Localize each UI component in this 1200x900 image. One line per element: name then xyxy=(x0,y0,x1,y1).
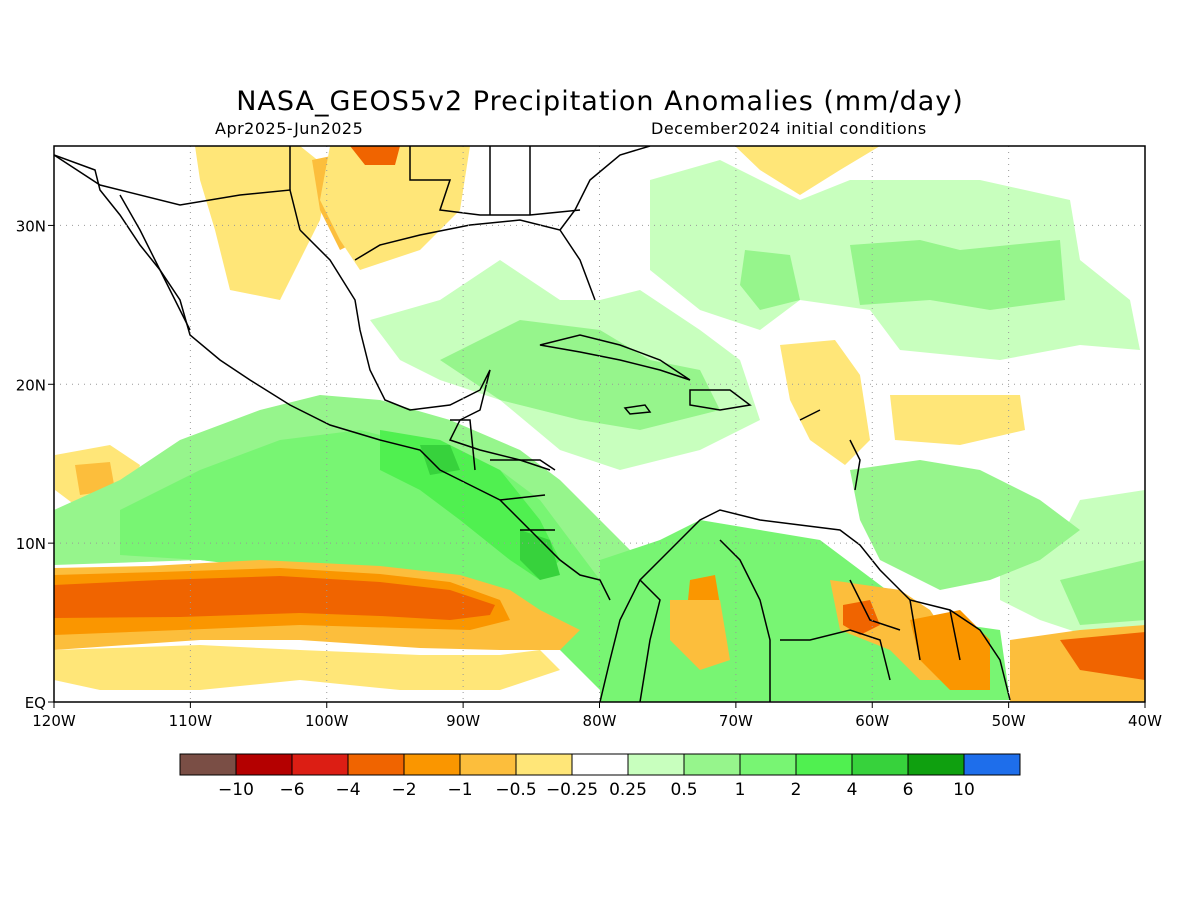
legend-label: −10 xyxy=(218,780,254,800)
precip-anomaly-field xyxy=(54,146,1145,702)
border-central-america xyxy=(450,419,556,531)
legend-label: −0.25 xyxy=(546,780,598,800)
legend-label: −4 xyxy=(335,780,360,800)
wet-region-caribbean-core xyxy=(440,320,720,430)
lon-tick-label: 90W xyxy=(446,712,480,730)
coastline-florida xyxy=(559,146,651,231)
legend-label: 2 xyxy=(791,780,802,800)
lat-tick-label: 30N xyxy=(16,217,46,235)
legend-label: 1 xyxy=(735,780,746,800)
dry-region-west-atlantic xyxy=(780,340,870,465)
dry-region-venezuela-pale xyxy=(670,600,730,670)
legend-swatch xyxy=(683,753,741,776)
forecast-period: Apr2025-Jun2025 xyxy=(215,119,364,138)
border-us-states xyxy=(289,146,581,216)
wet-region-honduras xyxy=(420,445,460,475)
legend-label: 0.5 xyxy=(670,780,697,800)
legend-swatch xyxy=(291,753,349,776)
lat-tick-label: 10N xyxy=(16,535,46,553)
dry-region-guyana-core xyxy=(843,600,880,635)
legend-swatch xyxy=(515,753,573,776)
dry-band-itcz-pale xyxy=(54,645,560,690)
legend-swatch xyxy=(347,753,405,776)
coastline-mexico-pacific xyxy=(54,154,611,601)
legend-swatch xyxy=(963,753,1021,776)
legend-swatch xyxy=(459,753,517,776)
legend-swatch xyxy=(851,753,909,776)
wet-region-east-atlantic-core xyxy=(1060,560,1145,625)
coastline-lesser-antilles xyxy=(799,409,861,491)
legend-swatch xyxy=(627,753,685,776)
figure-title: NASA_GEOS5v2 Precipitation Anomalies (mm… xyxy=(236,86,964,117)
lon-tick-label: 70W xyxy=(719,712,753,730)
legend-label: −2 xyxy=(391,780,416,800)
dry-region-gulf-north xyxy=(320,146,470,270)
dry-region-east-atlantic-core xyxy=(1060,632,1145,680)
legend-swatch xyxy=(907,753,965,776)
coastline-gulf-north xyxy=(354,219,596,301)
legend-label: −6 xyxy=(279,780,304,800)
wet-region-central-america-core xyxy=(380,430,560,580)
coastline-south-america xyxy=(599,509,1011,702)
legend-label: 10 xyxy=(953,780,975,800)
coastline-jamaica xyxy=(623,404,652,415)
coastline-cuba xyxy=(539,334,691,381)
legend-label: −1 xyxy=(447,780,472,800)
wet-region-costa-rica xyxy=(520,530,560,580)
coastline-gulf xyxy=(299,229,551,471)
lon-tick-label: 110W xyxy=(169,712,213,730)
land-outlines xyxy=(54,146,1011,702)
lon-tick-label: 40W xyxy=(1128,712,1162,730)
legend-swatch xyxy=(235,753,293,776)
lon-tick-label: 50W xyxy=(992,712,1026,730)
dry-region-tropics-north xyxy=(735,146,880,195)
legend-label: 6 xyxy=(903,780,914,800)
dry-region-gulf-core xyxy=(350,146,400,165)
legend-swatch xyxy=(179,753,237,776)
legend-swatch xyxy=(571,753,629,776)
dry-region-suriname xyxy=(910,610,990,690)
border-us-mexico xyxy=(54,154,301,231)
legend-swatch xyxy=(739,753,797,776)
wet-region-atlantic-core xyxy=(740,250,800,310)
lon-tick-label: 120W xyxy=(32,712,76,730)
lat-tick-label: EQ xyxy=(25,694,46,712)
dry-band-itcz-core xyxy=(54,576,495,620)
dry-region-mexico xyxy=(195,146,330,300)
dry-region-west-pacific-north-core xyxy=(75,462,115,495)
legend-swatch xyxy=(403,753,461,776)
border-south-america xyxy=(639,539,961,702)
wet-region-south-america-light xyxy=(850,460,1080,590)
legend-label: 0.25 xyxy=(609,780,647,800)
color-legend: −10 −6 −4 −2 −1 −0.5 −0.25 0.25 0.5 1 2 4 6 10 xyxy=(179,753,1021,800)
legend-swatch xyxy=(795,753,853,776)
wet-region-atlantic-core-2 xyxy=(850,240,1065,310)
legend-label: −0.5 xyxy=(495,780,536,800)
legend-label: 4 xyxy=(847,780,858,800)
coastline-baja xyxy=(119,194,191,331)
dry-region-mid-atlantic xyxy=(890,395,1025,445)
lon-tick-label: 100W xyxy=(305,712,349,730)
lon-tick-label: 80W xyxy=(583,712,617,730)
coastline-hispaniola xyxy=(689,389,752,411)
lat-tick-label: 20N xyxy=(16,376,46,394)
initial-conditions: December2024 initial conditions xyxy=(651,119,927,138)
lon-tick-label: 60W xyxy=(855,712,889,730)
